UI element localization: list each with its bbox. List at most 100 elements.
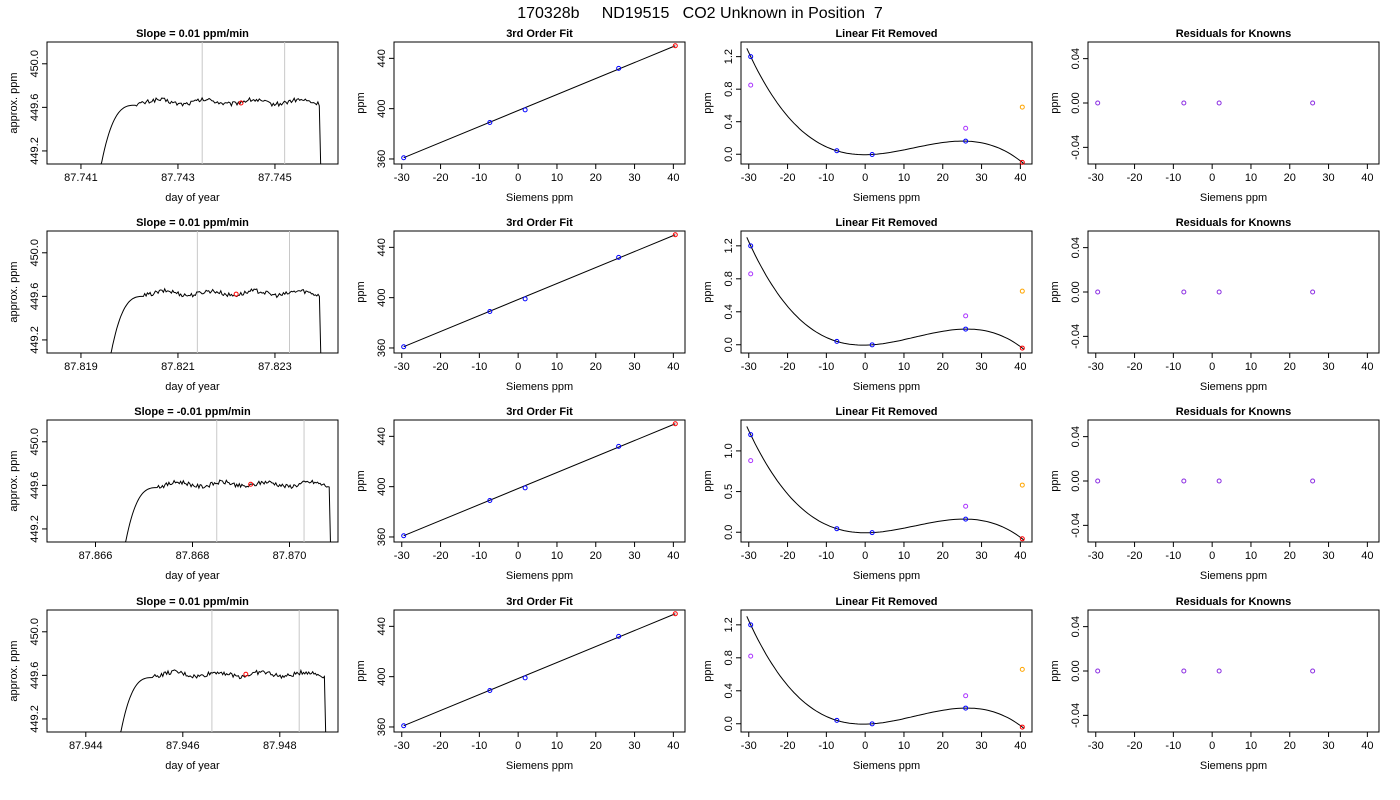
- resid-frame: [1087, 609, 1380, 733]
- residual-point: [1095, 478, 1101, 484]
- known-residual-point: [963, 705, 969, 711]
- panel-title: Slope = 0.01 ppm/min: [136, 28, 249, 40]
- linear-panel: Linear Fit Removed Siemens ppm ppm -30 -20 -1…: [702, 217, 1033, 393]
- y-tick-label: 0.8: [723, 271, 735, 286]
- x-tick-label: 40: [667, 740, 679, 752]
- x-tick-label: 40: [1014, 172, 1026, 184]
- panel-title: 3rd Order Fit: [506, 596, 573, 608]
- residual-point: [1095, 100, 1101, 106]
- panel-grid: Slope = 0.01 ppm/min day of year approx. p…: [8, 28, 1380, 772]
- residual-point: [1216, 668, 1222, 674]
- y-tick-label: 449.6: [29, 94, 41, 122]
- x-tick-label: 87.819: [64, 361, 98, 373]
- y-tick-label: 0.00: [1070, 660, 1082, 681]
- known-residual-point: [869, 342, 875, 348]
- x-tick-label: -30: [394, 740, 410, 752]
- y-tick-label: 0.4: [723, 114, 735, 129]
- x-tick-label: -30: [741, 361, 757, 373]
- known-residual-point: [963, 326, 969, 332]
- x-tick-label: -10: [1165, 361, 1181, 373]
- x-tick-label: 20: [1284, 550, 1296, 562]
- x-tick-label: 30: [628, 740, 640, 752]
- x-tick-label: -30: [1088, 361, 1104, 373]
- x-tick-label: 40: [667, 550, 679, 562]
- trace-panel: Slope = 0.01 ppm/min day of year approx. p…: [8, 28, 339, 204]
- known-point: [487, 308, 493, 314]
- fit-panel: 3rd Order Fit Siemens ppm ppm -30 -20 -10 0 10 2…: [355, 406, 686, 582]
- x-tick-label: 87.823: [258, 361, 292, 373]
- x-tick-label: 20: [937, 361, 949, 373]
- x-tick-label: -20: [780, 361, 796, 373]
- resid-frame: [1087, 41, 1380, 165]
- x-tick-label: 20: [590, 361, 602, 373]
- x-tick-label: 0: [862, 740, 868, 752]
- panel-title: 3rd Order Fit: [506, 217, 573, 229]
- residual-point: [1216, 100, 1222, 106]
- x-tick-label: -20: [1127, 550, 1143, 562]
- unknown-residual-point: [1019, 536, 1025, 542]
- y-tick-label: 0.04: [1070, 426, 1082, 447]
- y-axis-label: ppm: [355, 92, 367, 113]
- linear-orange-point: [1019, 288, 1025, 294]
- fit-frame: [393, 609, 686, 733]
- y-tick-label: 1.0: [723, 443, 735, 458]
- x-axis-label: Siemens ppm: [1200, 760, 1267, 772]
- x-tick-label: 20: [590, 740, 602, 752]
- y-tick-label: 0.00: [1070, 92, 1082, 113]
- trace-frame: [46, 419, 339, 543]
- trace-frame: [46, 230, 339, 354]
- linear-frame: [740, 419, 1033, 543]
- fit-line: [403, 423, 676, 537]
- residual-point: [1310, 478, 1316, 484]
- x-tick-label: 0: [862, 361, 868, 373]
- known-point: [487, 497, 493, 503]
- x-axis-label: Siemens ppm: [1200, 381, 1267, 393]
- known-point: [616, 633, 622, 639]
- known-point: [616, 443, 622, 449]
- panel-title: Residuals for Knowns: [1176, 406, 1292, 418]
- fit-line: [403, 613, 676, 727]
- trace-marker: [248, 481, 254, 487]
- y-tick-label: 450.0: [29, 428, 41, 456]
- x-tick-label: 40: [667, 172, 679, 184]
- x-tick-label: 30: [975, 550, 987, 562]
- unknown-point: [672, 43, 678, 49]
- x-tick-label: -30: [1088, 172, 1104, 184]
- x-axis-label: Siemens ppm: [1200, 192, 1267, 204]
- y-tick-label: -0.04: [1070, 513, 1082, 538]
- x-tick-label: -30: [1088, 740, 1104, 752]
- y-tick-label: 0.04: [1070, 48, 1082, 69]
- linear-violet-point: [963, 125, 969, 131]
- known-residual-point: [748, 54, 754, 60]
- x-tick-label: 30: [975, 172, 987, 184]
- x-tick-label: -30: [741, 550, 757, 562]
- residual-point: [1181, 289, 1187, 295]
- x-tick-label: -10: [818, 550, 834, 562]
- x-tick-label: 0: [515, 172, 521, 184]
- y-axis-label: ppm: [702, 92, 714, 113]
- panel-title: Slope = 0.01 ppm/min: [136, 217, 249, 229]
- y-axis-label: ppm: [355, 281, 367, 302]
- y-tick-label: 1.2: [723, 238, 735, 253]
- x-tick-label: 0: [1209, 550, 1215, 562]
- known-point: [522, 675, 528, 681]
- panel-title: 3rd Order Fit: [506, 406, 573, 418]
- y-axis-label: ppm: [702, 281, 714, 302]
- unknown-point: [672, 232, 678, 238]
- x-tick-label: -30: [394, 550, 410, 562]
- fit-frame: [393, 230, 686, 354]
- y-tick-label: 0.8: [723, 650, 735, 665]
- y-tick-label: 0.00: [1070, 281, 1082, 302]
- x-tick-label: -10: [471, 550, 487, 562]
- cubic-curve: [746, 48, 1025, 164]
- y-tick-label: 400: [376, 288, 388, 306]
- x-tick-label: 87.946: [166, 740, 200, 752]
- resid-frame: [1087, 230, 1380, 354]
- x-tick-label: 10: [1245, 172, 1257, 184]
- linear-violet-point: [748, 653, 754, 659]
- y-axis-label: ppm: [702, 660, 714, 681]
- known-point: [616, 65, 622, 71]
- y-tick-label: 449.2: [29, 326, 41, 354]
- fit-panel: 3rd Order Fit Siemens ppm ppm -30 -20 -10 0 10 2…: [355, 217, 686, 393]
- residual-panel: Residuals for Knowns Siemens ppm ppm -30 -20…: [1049, 217, 1380, 393]
